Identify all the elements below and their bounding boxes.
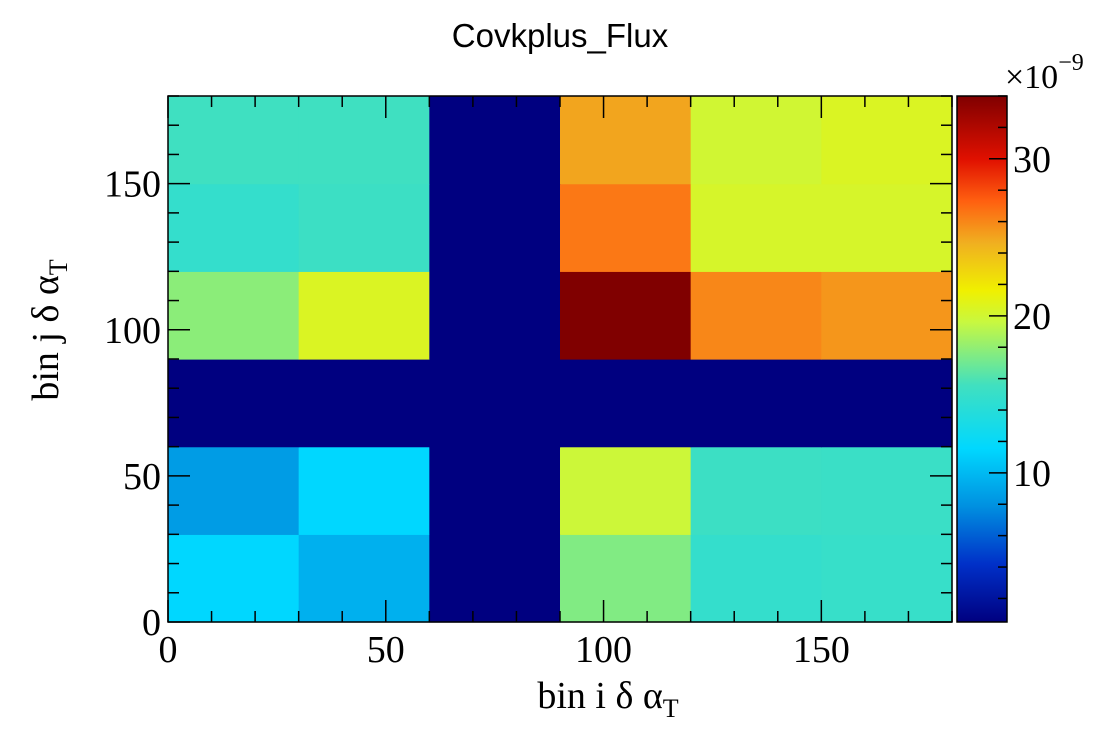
color-scale-tick-label: 20 <box>1013 296 1051 338</box>
title-box: Covkplus_Flux <box>412 8 708 64</box>
x-tick-label: 0 <box>159 629 178 671</box>
heatmap-cell <box>690 96 822 185</box>
heatmap-cell <box>821 183 953 272</box>
heatmap-cell <box>298 534 430 623</box>
heatmap-cell <box>560 96 692 185</box>
heatmap-cell <box>429 96 561 185</box>
heatmap-cells <box>168 96 953 623</box>
x-tick-label: 50 <box>367 629 405 671</box>
y-tick-label: 50 <box>123 456 161 498</box>
heatmap-cell <box>298 446 430 535</box>
heatmap-cell <box>168 446 300 535</box>
heatmap-cell <box>429 359 561 448</box>
heatmap-cell <box>429 183 561 272</box>
heatmap-cell <box>690 183 822 272</box>
heatmap-cell <box>298 271 430 360</box>
heatmap-cell <box>560 359 692 448</box>
heatmap-cell <box>429 271 561 360</box>
y-axis-label-subscript: T <box>44 259 73 275</box>
heatmap-cell <box>429 534 561 623</box>
heatmap-cell <box>560 534 692 623</box>
color-scale-tick-label: 30 <box>1013 139 1051 181</box>
heatmap-cell <box>429 446 561 535</box>
heatmap-cell <box>690 359 822 448</box>
heatmap-cell <box>690 446 822 535</box>
heatmap-cell <box>168 271 300 360</box>
heatmap-cell <box>298 183 430 272</box>
heatmap-cell <box>821 534 953 623</box>
heatmap-cell <box>690 271 822 360</box>
y-tick-label: 150 <box>104 164 161 206</box>
heatmap-cell <box>168 183 300 272</box>
axis-labels: bin i δ αT bin j δ αT <box>25 259 679 723</box>
x-axis-label-subscript: T <box>663 694 679 723</box>
heatmap-cell <box>560 446 692 535</box>
color-scale-exponent: −9 <box>1058 50 1084 76</box>
x-tick-label: 150 <box>793 629 850 671</box>
heatmap-cell <box>560 271 692 360</box>
color-scale-tick-label: 10 <box>1013 453 1051 495</box>
heatmap-cell <box>168 96 300 185</box>
heatmap-cell <box>821 96 953 185</box>
heatmap-cell <box>168 534 300 623</box>
heatmap-cell <box>298 359 430 448</box>
heatmap-cell <box>298 96 430 185</box>
heatmap-cell <box>168 359 300 448</box>
y-axis-label-group: bin j δ αT <box>25 259 73 400</box>
y-tick-label: 0 <box>142 602 161 644</box>
color-scale-multiplier: ×10−9 <box>1005 50 1084 96</box>
heatmap-cell <box>821 359 953 448</box>
heatmap-cell <box>821 271 953 360</box>
chart-title: Covkplus_Flux <box>451 17 669 54</box>
axes: 0 50 100 150 0 50 100 150 <box>104 95 953 671</box>
x-tick-label: 100 <box>575 629 632 671</box>
color-scale: 10 20 30 ×10−9 <box>956 50 1084 623</box>
y-tick-label: 100 <box>104 310 161 352</box>
y-axis-label: bin j δ αT <box>25 259 73 400</box>
color-scale-bar <box>956 95 1008 623</box>
heatmap-cell <box>560 183 692 272</box>
x-axis-label: bin i δ αT <box>537 675 678 723</box>
heatmap-cell <box>690 534 822 623</box>
heatmap-cell <box>821 446 953 535</box>
